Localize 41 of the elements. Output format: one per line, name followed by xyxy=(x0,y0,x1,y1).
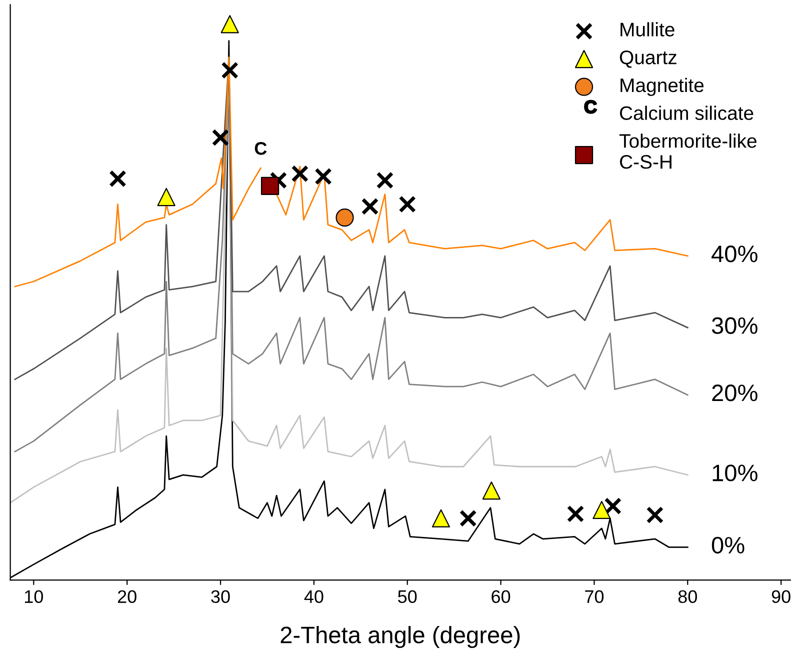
annotation: C xyxy=(254,142,267,155)
point xyxy=(459,510,477,527)
x-tick-label: 20 xyxy=(118,590,136,604)
series-label: 0% xyxy=(712,536,744,554)
x-tick-label: 80 xyxy=(678,590,697,604)
x-tick-label: 10 xyxy=(24,590,43,604)
point xyxy=(336,208,354,227)
point xyxy=(482,481,501,500)
legend-label: Quartz xyxy=(620,50,676,68)
point xyxy=(376,172,394,190)
x-tick-label: 50 xyxy=(398,590,417,604)
point xyxy=(314,168,332,186)
legend-label: Tobermorite-like C-S-H xyxy=(619,134,756,169)
point xyxy=(604,497,622,515)
x-tick-label: 90 xyxy=(772,590,790,604)
point xyxy=(592,500,611,520)
series-label: 40% xyxy=(712,246,758,262)
x-axis-title: 2-Theta angle (degree) xyxy=(280,626,520,648)
point xyxy=(260,176,280,195)
point xyxy=(432,509,450,528)
legend-label: Mullite xyxy=(620,22,674,36)
point xyxy=(291,164,309,182)
x-tick-label: 30 xyxy=(211,590,230,604)
point xyxy=(566,505,584,523)
point xyxy=(212,128,230,146)
series-label: 20% xyxy=(712,384,758,402)
point xyxy=(109,170,126,188)
point xyxy=(398,196,416,213)
point xyxy=(157,188,176,206)
x-tick-label: 60 xyxy=(492,590,510,604)
series-label: 30% xyxy=(712,317,758,334)
point xyxy=(270,172,288,190)
point xyxy=(646,506,664,524)
x-tick-label: 40 xyxy=(304,590,324,604)
legend-label: Calcium silicate xyxy=(620,106,754,120)
point xyxy=(361,198,379,216)
series-label: 10% xyxy=(712,464,758,482)
point xyxy=(220,15,239,34)
x-tick-label: 70 xyxy=(585,590,604,604)
point xyxy=(221,62,239,79)
legend-label: Magnetite xyxy=(620,78,704,96)
